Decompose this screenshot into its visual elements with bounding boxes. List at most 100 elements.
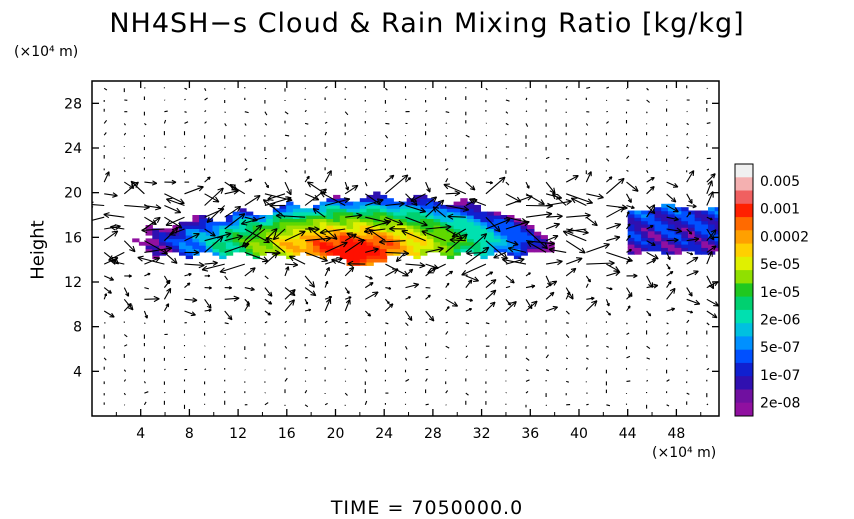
wind-arrow <box>324 197 351 207</box>
wind-arrow <box>465 307 472 312</box>
cloud-cell <box>346 208 354 213</box>
wind-arrow <box>324 121 328 124</box>
cloud-cell <box>366 198 374 203</box>
cloud-cell <box>192 238 200 243</box>
cloud-cell <box>647 247 656 252</box>
cloud-cell <box>520 225 528 229</box>
colorbar-swatch <box>735 256 753 271</box>
wind-arrow <box>108 251 125 261</box>
colorbar-swatch <box>735 217 753 231</box>
cloud-cell <box>279 218 287 223</box>
cloud-cell <box>654 217 662 222</box>
wind-arrow <box>606 345 609 348</box>
wind-arrow <box>244 286 255 292</box>
cloud-cell <box>185 228 193 233</box>
wind-arrow <box>586 86 591 89</box>
cloud-cell <box>480 238 488 243</box>
wind-arrow <box>204 308 212 312</box>
cloud-cell <box>708 223 716 228</box>
cloud-cell <box>413 211 421 216</box>
cloud-cell <box>688 247 696 252</box>
cloud-cell <box>252 221 260 226</box>
cloud-cell <box>513 231 522 236</box>
cloud-cell <box>346 204 354 209</box>
cloud-cell <box>353 258 361 263</box>
wind-arrow <box>646 146 649 149</box>
wind-arrow <box>363 227 386 235</box>
cloud-cell <box>440 241 448 246</box>
wind-arrow <box>445 306 450 312</box>
cloud-cell <box>326 251 334 256</box>
wind-arrow <box>304 175 310 183</box>
cloud-cell <box>326 228 334 233</box>
colorbar-swatch <box>735 243 753 258</box>
cloud-cell <box>366 208 374 213</box>
cloud-cell <box>513 235 522 240</box>
wind-arrow <box>706 322 710 326</box>
cloud-cell <box>199 218 207 223</box>
wind-arrow <box>324 295 333 300</box>
cloud-cell <box>634 247 642 252</box>
wind-arrow <box>706 275 715 290</box>
wind-arrow <box>184 98 186 101</box>
cloud-cell <box>286 211 294 216</box>
cloud-cell <box>426 228 435 233</box>
cloud-cell <box>286 238 294 243</box>
cloud-cell <box>507 251 515 256</box>
cloud-cell <box>688 234 696 238</box>
x-tick-label: 16 <box>278 426 296 442</box>
wind-arrow <box>666 280 672 288</box>
cloud-cell <box>333 194 341 199</box>
wind-arrow <box>505 99 510 102</box>
wind-arrow <box>264 275 269 280</box>
cloud-cell <box>219 228 227 233</box>
colorbar-swatch <box>735 389 753 404</box>
wind-arrow <box>586 193 604 200</box>
wind-arrow <box>204 368 207 371</box>
cloud-cell <box>145 248 153 253</box>
cloud-cell <box>353 208 361 213</box>
wind-arrow <box>465 322 470 325</box>
cloud-cell <box>286 231 294 236</box>
wind-arrow <box>124 344 128 347</box>
cloud-cell <box>480 211 488 216</box>
wind-arrow <box>485 289 497 300</box>
wind-arrow <box>324 280 329 288</box>
cloud-cell <box>299 218 307 223</box>
cloud-cell <box>339 251 348 256</box>
cloud-cell <box>379 231 388 236</box>
cloud-cell <box>279 225 287 229</box>
cloud-cell <box>647 240 656 245</box>
wind-arrow <box>385 122 390 125</box>
cloud-cell <box>299 221 307 226</box>
wind-arrow <box>485 176 506 195</box>
cloud-cell <box>306 248 314 253</box>
wind-arrow <box>445 134 447 138</box>
wind-arrow <box>244 123 247 126</box>
cloud-cell <box>500 218 508 223</box>
wind-arrow <box>525 97 528 101</box>
wind-arrow <box>485 279 497 289</box>
cloud-cell <box>199 228 207 233</box>
cloud-cell <box>393 245 401 250</box>
cloud-cell <box>667 213 676 218</box>
cloud-cell <box>339 248 348 253</box>
wind-arrow <box>137 255 165 265</box>
cloud-cell <box>446 208 455 213</box>
cloud-cell <box>627 244 635 248</box>
cloud-cell <box>185 231 193 236</box>
wind-arrow <box>666 404 670 407</box>
cloud-cell <box>681 237 689 242</box>
cloud-cell <box>446 221 455 226</box>
cloud-cell <box>406 225 414 229</box>
x-tick-label: 28 <box>424 426 442 442</box>
wind-arrow <box>244 167 248 171</box>
cloud-cell <box>185 225 193 229</box>
wind-arrow <box>666 237 679 243</box>
cloud-cell <box>239 225 247 229</box>
cloud-cell <box>386 198 394 203</box>
cloud-cell <box>199 215 207 219</box>
cloud-cell <box>393 235 401 240</box>
wind-arrow <box>324 266 330 277</box>
wind-arrow <box>264 181 270 189</box>
